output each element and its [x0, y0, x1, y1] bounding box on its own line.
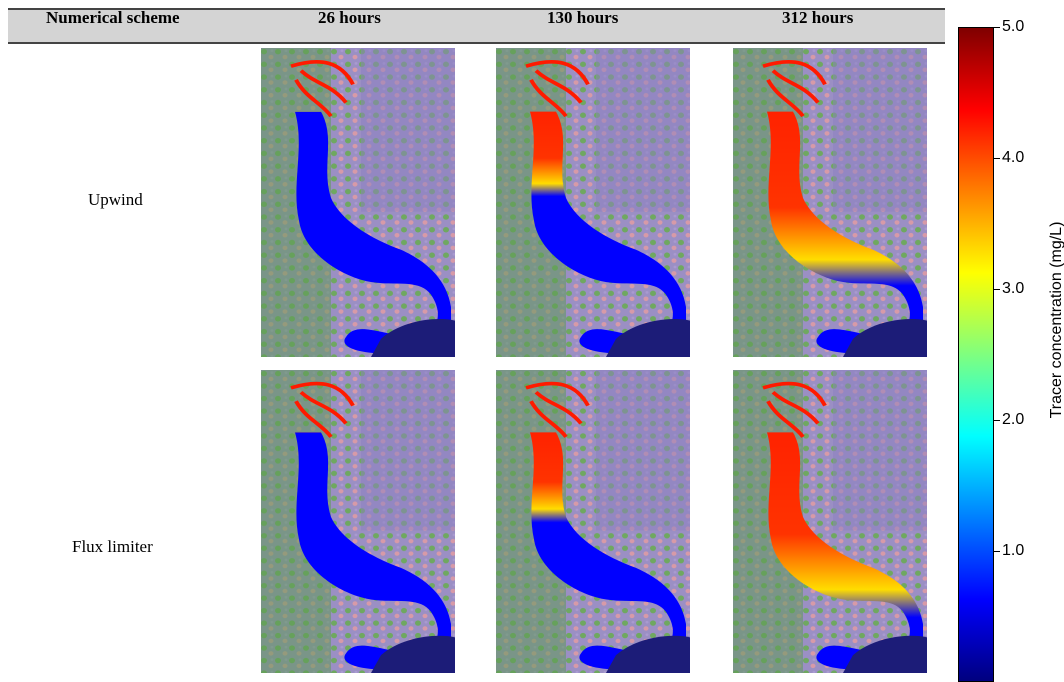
colorbar-tick	[994, 551, 1000, 552]
colorbar-tick-label: 1.0	[1002, 542, 1025, 559]
sea-area	[371, 635, 455, 673]
map-panel-flux-limiter-26-hours	[261, 370, 455, 673]
map-panel-upwind-130-hours	[496, 48, 690, 357]
colorbar-tick	[994, 27, 1000, 28]
sea-area	[843, 319, 927, 357]
colorbar-tick-label: 2.0	[1002, 411, 1025, 428]
row-label-flux-limiter: Flux limiter	[72, 537, 153, 556]
colorbar-tick	[994, 289, 1000, 290]
sea-area	[606, 635, 690, 673]
map-panel-upwind-312-hours	[733, 48, 927, 357]
colorbar-tick	[994, 158, 1000, 159]
header-130-hours: 130 hours	[547, 8, 619, 27]
colorbar-tick-label: 5.0	[1002, 18, 1025, 35]
sea-area	[843, 635, 927, 673]
row-label-upwind: Upwind	[88, 190, 143, 209]
colorbar-tick-label: 3.0	[1002, 280, 1025, 297]
colorbar-title: Tracer concentration (mg/L)	[1048, 221, 1064, 419]
map-panel-flux-limiter-130-hours	[496, 370, 690, 673]
red-channels	[290, 59, 355, 118]
colorbar	[958, 27, 994, 682]
map-panel-upwind-26-hours	[261, 48, 455, 357]
red-channels	[762, 381, 827, 438]
red-channels	[290, 381, 355, 438]
map-panel-flux-limiter-312-hours	[733, 370, 927, 673]
header-numerical-scheme: Numerical scheme	[46, 8, 180, 27]
header-312-hours: 312 hours	[782, 8, 854, 27]
red-channels	[525, 381, 590, 438]
header-26-hours: 26 hours	[318, 8, 381, 27]
table-header-bar	[8, 8, 945, 44]
colorbar-tick-label: 4.0	[1002, 149, 1025, 166]
red-channels	[525, 59, 590, 118]
red-channels	[762, 59, 827, 118]
sea-area	[371, 319, 455, 357]
colorbar-tick	[994, 420, 1000, 421]
sea-area	[606, 319, 690, 357]
